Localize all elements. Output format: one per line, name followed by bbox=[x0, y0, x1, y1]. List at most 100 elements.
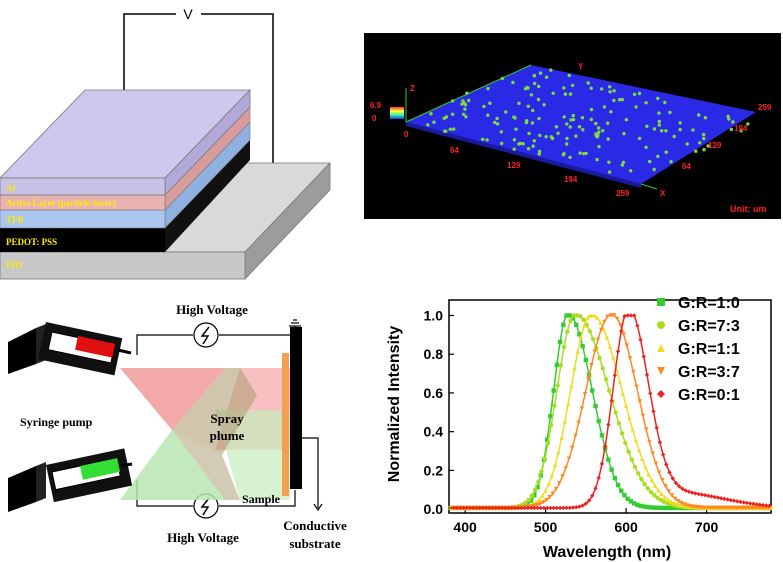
data-point bbox=[643, 464, 648, 470]
data-point bbox=[756, 505, 762, 511]
x-tick-label: 700 bbox=[695, 519, 719, 535]
afm-particle bbox=[551, 91, 555, 95]
data-point bbox=[532, 493, 537, 498]
chart-series-group bbox=[448, 313, 774, 511]
data-point bbox=[658, 497, 663, 503]
afm-particle bbox=[606, 137, 610, 141]
afm-particle bbox=[537, 84, 541, 89]
high-voltage-bottom-label: High Voltage bbox=[167, 530, 239, 545]
afm-particle bbox=[648, 159, 652, 164]
legend-label: G:R=0:1 bbox=[678, 387, 740, 404]
afm-particle bbox=[512, 138, 517, 142]
afm-particle bbox=[571, 113, 575, 118]
tfb-layer bbox=[0, 121, 251, 229]
data-point bbox=[454, 505, 460, 511]
chart-x-axis-title: Wavelength (nm) bbox=[543, 544, 671, 561]
data-point bbox=[493, 505, 498, 511]
conductive-substrate-label-2: substrate bbox=[289, 536, 341, 551]
afm-particle bbox=[607, 170, 612, 174]
afm-particle bbox=[556, 131, 560, 135]
data-point bbox=[731, 498, 737, 503]
al-layer bbox=[0, 89, 251, 196]
data-point bbox=[706, 493, 711, 499]
afm-particle bbox=[500, 141, 504, 146]
afm-particle bbox=[448, 127, 452, 131]
afm-particle bbox=[669, 160, 673, 164]
afm-particle bbox=[602, 105, 607, 109]
data-point bbox=[598, 327, 604, 332]
data-point bbox=[594, 315, 600, 320]
data-point bbox=[582, 323, 587, 328]
data-point bbox=[480, 505, 486, 511]
data-point bbox=[467, 505, 473, 511]
afm-particle bbox=[600, 87, 604, 91]
afm-particle bbox=[567, 73, 571, 78]
legend-marker bbox=[657, 321, 665, 329]
afm-particle bbox=[460, 102, 464, 106]
data-point bbox=[545, 440, 551, 446]
afm-image-panel: Z Y X 6.9 0 0 64 129 194 259 64 129 194 … bbox=[364, 33, 781, 219]
afm-particle bbox=[731, 120, 735, 124]
data-point bbox=[734, 499, 740, 504]
afm-particle bbox=[607, 160, 611, 164]
data-point bbox=[563, 466, 568, 471]
data-point bbox=[641, 504, 647, 509]
afm-particle bbox=[624, 118, 629, 122]
data-point bbox=[596, 475, 601, 481]
afm-particle bbox=[702, 136, 706, 141]
afm-particle bbox=[493, 120, 497, 125]
data-point bbox=[679, 500, 684, 506]
data-point bbox=[562, 419, 568, 424]
data-point bbox=[715, 495, 721, 500]
afm-particle bbox=[562, 152, 566, 156]
afm-particle bbox=[554, 125, 559, 129]
data-point bbox=[678, 503, 684, 508]
afm-particle bbox=[521, 142, 525, 146]
afm-particle bbox=[504, 110, 508, 114]
data-point bbox=[615, 482, 621, 488]
data-point bbox=[512, 505, 518, 511]
afm-particle bbox=[637, 91, 642, 96]
data-point bbox=[740, 505, 746, 511]
data-point bbox=[685, 503, 691, 508]
afm-color-scale bbox=[390, 107, 404, 119]
data-point bbox=[568, 318, 573, 324]
data-point bbox=[672, 500, 677, 506]
spray-plume bbox=[120, 368, 290, 500]
data-point bbox=[608, 313, 614, 318]
afm-particle bbox=[549, 135, 553, 139]
afm-particle bbox=[606, 121, 610, 125]
data-point bbox=[573, 433, 578, 439]
data-point bbox=[753, 505, 758, 511]
data-point bbox=[734, 505, 739, 511]
data-point bbox=[664, 505, 669, 511]
data-point bbox=[718, 505, 723, 511]
data-point bbox=[560, 474, 565, 479]
afm-particle bbox=[486, 86, 490, 91]
data-point bbox=[575, 349, 580, 354]
data-point bbox=[705, 505, 710, 510]
data-point bbox=[549, 472, 555, 478]
x-tick-label: 400 bbox=[453, 519, 477, 535]
data-point bbox=[696, 491, 701, 497]
afm-particle bbox=[568, 92, 573, 96]
afm-particle bbox=[589, 107, 594, 112]
data-point bbox=[604, 334, 609, 340]
afm-particle bbox=[463, 107, 467, 111]
afm-z-axis-label: Z bbox=[410, 84, 415, 93]
data-point bbox=[539, 469, 544, 474]
afm-y-tick-129: 129 bbox=[708, 141, 722, 150]
afm-particle bbox=[644, 101, 648, 105]
data-point bbox=[602, 319, 607, 325]
data-point bbox=[622, 314, 627, 319]
data-point bbox=[578, 334, 584, 340]
afm-particle bbox=[563, 92, 568, 96]
spray-plume-label-1: Spray bbox=[210, 411, 244, 426]
data-point bbox=[644, 427, 649, 432]
afm-particle bbox=[645, 124, 649, 128]
data-point bbox=[677, 484, 682, 489]
data-point bbox=[553, 486, 559, 492]
y-tick-label: 1.0 bbox=[424, 307, 444, 323]
afm-particle bbox=[565, 136, 569, 141]
x-tick-label: 600 bbox=[614, 519, 638, 535]
